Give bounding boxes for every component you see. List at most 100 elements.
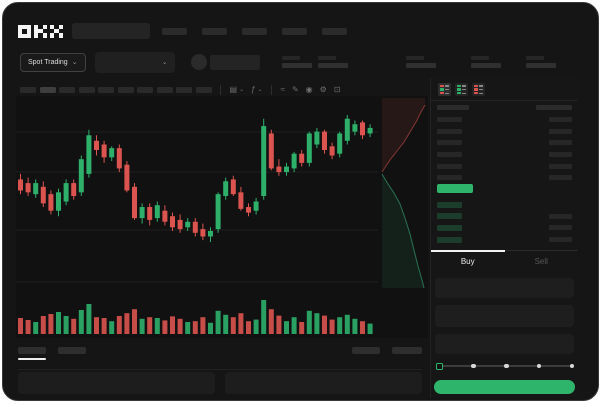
- book-asks-toggle[interactable]: [472, 83, 485, 96]
- line-tools-icon[interactable]: ≈: [280, 85, 285, 94]
- timeframe-pill[interactable]: [98, 87, 114, 93]
- bottom-panel-right[interactable]: [225, 372, 422, 394]
- timeframe-pill[interactable]: [117, 87, 134, 93]
- candlestick-chart-svg: [16, 96, 428, 338]
- bid-row[interactable]: [437, 211, 572, 223]
- ask-row[interactable]: [437, 114, 572, 126]
- bid-amount-placeholder: [549, 225, 572, 231]
- coin-icon: [190, 54, 207, 70]
- price-chart[interactable]: [16, 96, 428, 338]
- stat-label-placeholder: [317, 56, 336, 60]
- slider-stop-dot[interactable]: [504, 363, 509, 369]
- order-input-group: [435, 278, 574, 354]
- market-type-dropdown[interactable]: Spot Trading ⌄: [20, 52, 86, 72]
- nav-item-placeholder[interactable]: [242, 27, 267, 35]
- search-input[interactable]: [72, 23, 150, 39]
- slider-handle[interactable]: [436, 362, 443, 370]
- nav-item-placeholder[interactable]: [162, 27, 187, 35]
- settings-icon[interactable]: ⚙: [319, 85, 327, 94]
- timeframe-pill[interactable]: [156, 87, 173, 93]
- ask-amount-placeholder: [549, 117, 572, 123]
- ask-price-placeholder: [437, 175, 462, 181]
- stat-label-placeholder: [281, 56, 300, 60]
- chart-type-icon[interactable]: ▤ ⌄: [229, 85, 245, 94]
- fullscreen-icon[interactable]: ⊡: [333, 85, 341, 94]
- timeframe-pill-group: [20, 87, 215, 93]
- order-input-field[interactable]: [435, 278, 574, 298]
- bottom-tab-bar: [18, 347, 422, 370]
- main-nav-placeholder-group: [162, 27, 347, 35]
- bid-price-placeholder: [437, 236, 462, 243]
- bottom-right-tab[interactable]: [352, 347, 380, 354]
- bid-price-placeholder: [437, 224, 462, 231]
- book-bids-toggle[interactable]: [455, 83, 468, 96]
- ask-price-placeholder: [437, 152, 462, 158]
- bottom-right-tab[interactable]: [392, 347, 422, 354]
- tab-buy[interactable]: Buy: [431, 250, 505, 272]
- ask-row[interactable]: [437, 126, 572, 138]
- stat-label-placeholder: [525, 56, 544, 60]
- amount-slider[interactable]: [436, 361, 574, 371]
- bid-price-placeholder: [437, 201, 462, 208]
- ask-amount-placeholder: [549, 152, 572, 158]
- timeframe-pill[interactable]: [78, 87, 95, 93]
- okx-logo[interactable]: [18, 24, 63, 38]
- ticker-stat-placeholder: [281, 56, 312, 68]
- ask-row[interactable]: [437, 172, 572, 184]
- orderbook-column-headers: [437, 105, 572, 110]
- last-price-indicator[interactable]: [437, 184, 473, 193]
- timeframe-pill[interactable]: [20, 87, 36, 93]
- timeframe-pill[interactable]: [176, 87, 192, 93]
- ask-price-placeholder: [437, 163, 462, 169]
- nav-item-placeholder[interactable]: [282, 27, 307, 35]
- chevron-down-icon: ⌄: [239, 87, 245, 93]
- ask-amount-placeholder: [549, 128, 572, 134]
- market-type-label: Spot Trading: [28, 58, 68, 66]
- slider-stop-dot[interactable]: [569, 363, 574, 369]
- divider: [431, 100, 578, 101]
- slider-stop-dot[interactable]: [471, 363, 476, 369]
- ask-price-placeholder: [437, 128, 462, 134]
- nav-item-placeholder[interactable]: [202, 27, 227, 35]
- trade-tab-bar: Buy Sell: [431, 250, 578, 272]
- chevron-down-icon: ⌄: [161, 59, 168, 66]
- order-input-field[interactable]: [435, 334, 574, 354]
- tab-sell[interactable]: Sell: [534, 257, 548, 266]
- stat-value-placeholder: [281, 63, 312, 68]
- slider-stop-dot[interactable]: [536, 363, 542, 369]
- pair-selector-dropdown[interactable]: ⌄: [94, 51, 175, 73]
- orderbook-layout-toggle-group: [438, 83, 485, 96]
- bid-row[interactable]: [437, 234, 572, 246]
- ask-row[interactable]: [437, 160, 572, 172]
- market-bar: Spot Trading ⌄ ⌄: [20, 49, 584, 75]
- snapshot-icon[interactable]: ◉: [305, 85, 313, 94]
- ask-amount-placeholder: [549, 175, 572, 181]
- ticker-stat-placeholder: [317, 56, 348, 68]
- bid-row[interactable]: [437, 199, 572, 211]
- stat-value-placeholder: [405, 63, 436, 68]
- bottom-panel-left[interactable]: [18, 372, 215, 394]
- order-input-field[interactable]: [435, 305, 574, 327]
- ask-row[interactable]: [437, 149, 572, 161]
- timeframe-pill[interactable]: [59, 87, 75, 93]
- ask-amount-placeholder: [549, 140, 572, 146]
- ticker-stat-placeholder: [470, 56, 501, 68]
- bottom-tab[interactable]: [58, 347, 86, 354]
- toolbar-tools-group: ▤ ⌄ ƒ ⌄ ≈ ✎ ◉ ⚙ ⊡: [226, 85, 344, 95]
- ask-row[interactable]: [437, 137, 572, 149]
- draw-icon[interactable]: ✎: [291, 85, 299, 94]
- timeframe-pill[interactable]: [195, 87, 212, 93]
- timeframe-pill[interactable]: [137, 87, 153, 93]
- bid-amount-placeholder: [549, 237, 572, 243]
- stat-value-placeholder: [525, 63, 556, 68]
- bid-rows: [437, 199, 572, 245]
- timeframe-pill[interactable]: [39, 87, 56, 93]
- bid-row[interactable]: [437, 222, 572, 234]
- bottom-tab-active[interactable]: [18, 347, 46, 360]
- book-both-toggle[interactable]: [438, 83, 451, 96]
- indicators-icon[interactable]: ƒ ⌄: [251, 85, 263, 94]
- nav-item-placeholder[interactable]: [322, 27, 347, 35]
- buy-submit-button[interactable]: [434, 380, 575, 394]
- ask-price-placeholder: [437, 140, 462, 146]
